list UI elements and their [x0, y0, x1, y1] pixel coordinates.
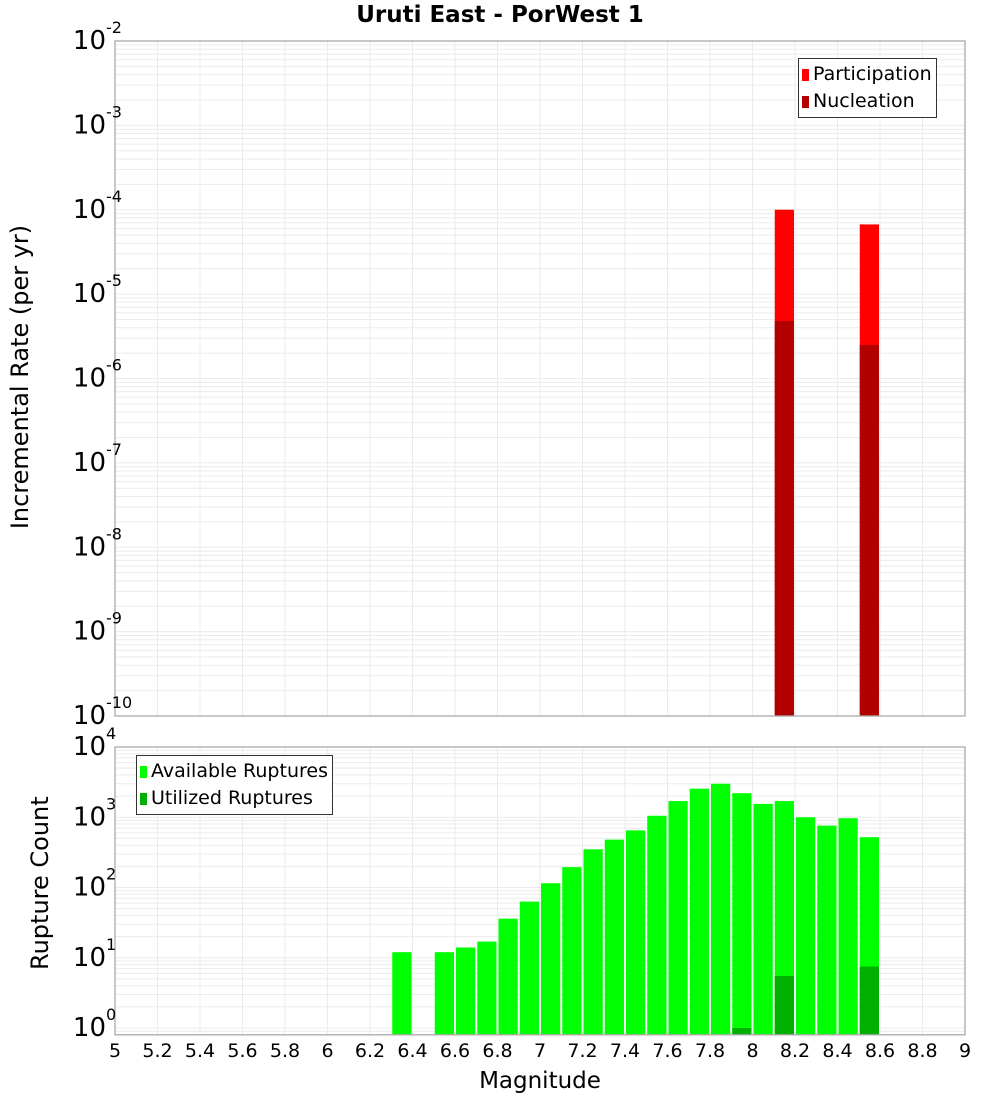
y-tick-label: 10	[73, 1013, 106, 1043]
bar-available-ruptures	[647, 815, 667, 1035]
x-tick-label: 7	[534, 1040, 546, 1062]
y-tick-label: 10	[73, 110, 106, 140]
svg-text:2: 2	[106, 865, 116, 884]
bar-available-ruptures	[541, 883, 561, 1035]
x-tick-label: 8.4	[822, 1040, 852, 1062]
y-tick-label: 10	[73, 732, 106, 762]
y-tick-label: 10	[73, 448, 106, 478]
x-tick-label: 9	[959, 1040, 971, 1062]
x-tick-label: 5.2	[142, 1040, 172, 1062]
x-tick-label: 8.8	[907, 1040, 937, 1062]
y-tick-label: 10	[73, 617, 106, 647]
svg-text:0: 0	[106, 1005, 116, 1024]
bar-utilized-ruptures	[859, 966, 879, 1035]
nucleation-swatch-icon	[802, 95, 809, 108]
svg-text:4: 4	[106, 724, 116, 743]
legend-item-nucleation: Nucleation	[802, 88, 932, 115]
bar-available-ruptures	[456, 947, 476, 1035]
y-tick-label: 10	[73, 532, 106, 562]
svg-text:-6: -6	[106, 356, 122, 375]
bar-available-ruptures	[562, 867, 582, 1035]
x-tick-label: 8	[746, 1040, 758, 1062]
bar-available-ruptures	[477, 941, 497, 1035]
legend-label: Participation	[813, 63, 932, 85]
x-tick-label: 7.6	[652, 1040, 682, 1062]
upper-legend: Participation Nucleation	[798, 58, 937, 118]
y-tick-label: 10	[73, 279, 106, 309]
bar-available-ruptures	[434, 952, 454, 1035]
available-swatch-icon	[140, 765, 147, 778]
bar-available-ruptures	[732, 793, 752, 1035]
legend-item-utilized: Utilized Ruptures	[140, 785, 328, 812]
x-tick-label: 6.6	[440, 1040, 470, 1062]
participation-swatch-icon	[802, 68, 809, 81]
bar-available-ruptures	[498, 918, 518, 1035]
svg-text:1: 1	[106, 935, 116, 954]
x-tick-label: 6.8	[482, 1040, 512, 1062]
svg-text:-10: -10	[106, 693, 132, 712]
legend-label: Utilized Ruptures	[151, 787, 313, 809]
x-tick-label: 5	[109, 1040, 121, 1062]
svg-text:-4: -4	[106, 187, 122, 206]
bar-available-ruptures	[519, 901, 539, 1035]
bar-available-ruptures	[626, 830, 646, 1035]
lower-y-axis-label: Rupture Count	[26, 796, 54, 970]
y-tick-label: 10	[73, 943, 106, 973]
x-tick-label: 5.6	[227, 1040, 257, 1062]
bar-nucleation	[859, 344, 879, 716]
svg-text:-8: -8	[106, 524, 122, 543]
bar-available-ruptures	[817, 825, 837, 1035]
y-tick-label: 10	[73, 26, 106, 56]
x-tick-label: 6.4	[397, 1040, 427, 1062]
svg-text:3: 3	[106, 794, 116, 813]
lower-legend: Available Ruptures Utilized Ruptures	[136, 755, 333, 815]
bar-available-ruptures	[583, 849, 603, 1035]
svg-text:-3: -3	[106, 102, 122, 121]
upper-y-axis-label: Incremental Rate (per yr)	[6, 224, 34, 530]
y-tick-label: 10	[73, 701, 106, 731]
upper-chart: 10-210-310-410-510-610-710-810-910-10	[73, 18, 966, 731]
bar-available-ruptures	[711, 783, 731, 1035]
x-axis-label: Magnitude	[479, 1068, 601, 1094]
y-tick-label: 10	[73, 195, 106, 225]
x-tick-label: 6	[321, 1040, 333, 1062]
bar-utilized-ruptures	[774, 975, 794, 1035]
y-tick-label: 10	[73, 802, 106, 832]
x-tick-label: 8.6	[865, 1040, 895, 1062]
svg-text:-2: -2	[106, 18, 122, 37]
svg-text:-9: -9	[106, 609, 122, 628]
bar-utilized-ruptures	[732, 1028, 752, 1035]
x-tick-label: 8.2	[780, 1040, 810, 1062]
bar-available-ruptures	[796, 817, 816, 1035]
bar-available-ruptures	[392, 952, 412, 1035]
x-axis-ticks: 5 5.2 5.4 5.6 5.8 6 6.2 6.4 6.6 6.8 7 7.2 7.4 7.6 7.8 8…	[109, 1040, 971, 1062]
x-tick-label: 7.2	[567, 1040, 597, 1062]
legend-item-available: Available Ruptures	[140, 758, 328, 785]
y-tick-label: 10	[73, 364, 106, 394]
legend-label: Available Ruptures	[151, 760, 328, 782]
x-tick-label: 7.4	[610, 1040, 640, 1062]
x-tick-label: 6.2	[355, 1040, 385, 1062]
legend-item-participation: Participation	[802, 61, 932, 88]
x-tick-label: 5.4	[185, 1040, 215, 1062]
svg-text:-5: -5	[106, 271, 122, 290]
utilized-swatch-icon	[140, 792, 147, 805]
bar-nucleation	[774, 321, 794, 716]
bar-available-ruptures	[668, 801, 688, 1035]
chart-title: Uruti East - PorWest 1	[356, 2, 644, 28]
bar-available-ruptures	[838, 818, 858, 1035]
x-tick-label: 5.8	[270, 1040, 300, 1062]
svg-text:-7: -7	[106, 440, 122, 459]
y-tick-label: 10	[73, 873, 106, 903]
legend-label: Nucleation	[813, 90, 915, 112]
bar-available-ruptures	[604, 839, 624, 1035]
bar-available-ruptures	[753, 803, 773, 1035]
bar-available-ruptures	[689, 788, 709, 1035]
x-tick-label: 7.8	[695, 1040, 725, 1062]
